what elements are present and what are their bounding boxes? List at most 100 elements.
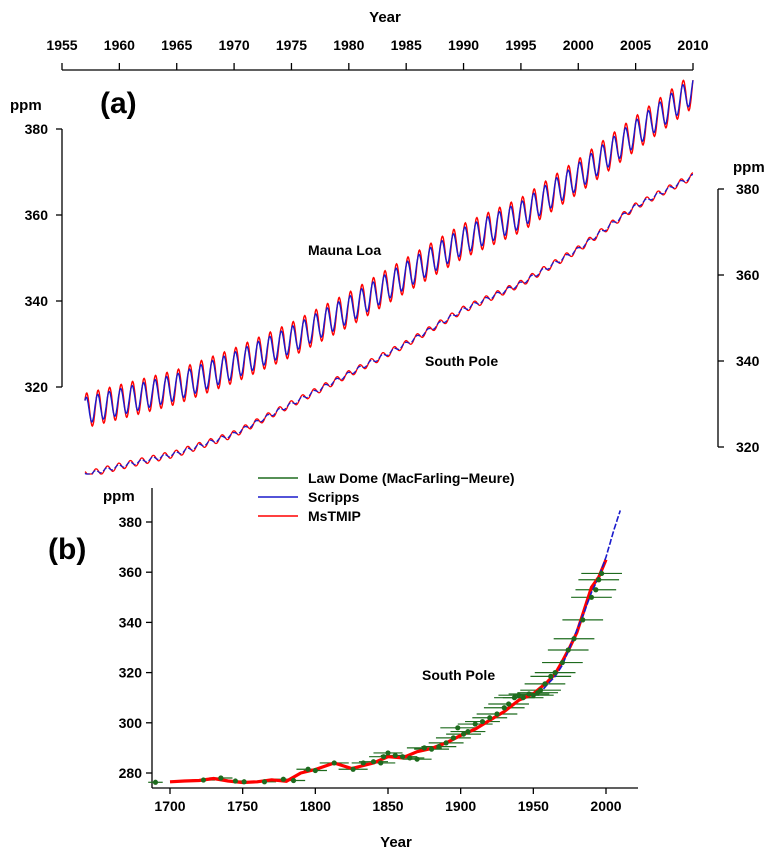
mstmip-line — [169, 558, 608, 785]
x-tick-label-1995: 1995 — [505, 37, 536, 53]
legend-label-scripps: Scripps — [308, 489, 360, 505]
law-dome-point-0 — [152, 779, 159, 785]
law-dome-point-46 — [565, 647, 571, 653]
law-dome-point-52 — [599, 570, 605, 577]
b-y-tick-label-320: 320 — [119, 665, 143, 681]
annotation-south-pole-b: South Pole — [422, 667, 495, 683]
law-dome-point-8 — [305, 766, 311, 772]
law-dome-point-15 — [381, 754, 387, 760]
x-tick-label-1990: 1990 — [448, 37, 479, 53]
right-y-tick-label-360: 360 — [736, 267, 760, 283]
b-x-tick-label-1750: 1750 — [227, 798, 258, 814]
panel-b-series — [148, 510, 622, 785]
law-dome-point-13 — [370, 759, 377, 765]
law-dome-point-2 — [218, 775, 224, 781]
mauna-loa-mstmip-line — [84, 79, 694, 428]
law-dome-point-5 — [261, 779, 268, 785]
b-x-tick-label-1950: 1950 — [518, 798, 549, 814]
panel-a-x-axis-title: Year — [369, 9, 401, 26]
b-y-tick-label-300: 300 — [119, 715, 143, 731]
law-dome-point-36 — [516, 692, 522, 698]
panel-b-x-axis-title: Year — [380, 834, 412, 851]
law-dome-point-39 — [530, 692, 536, 698]
law-dome-point-19 — [407, 755, 413, 761]
panel-a-axes: 1955 1960 1965 1970 1975 1980 1985 1990 1995 2000… — [25, 37, 760, 455]
panel-a-left-y-axis-unit: ppm — [10, 97, 42, 114]
law-dome-point-29 — [472, 721, 478, 727]
law-dome-point-25 — [450, 735, 456, 741]
law-dome-point-24 — [443, 740, 449, 746]
b-x-tick-label-2000: 2000 — [590, 798, 621, 814]
legend-label-mstmip: MsTMIP — [308, 508, 361, 524]
law-dome-point-47 — [571, 636, 577, 642]
law-dome-point-48 — [580, 617, 586, 623]
law-dome-point-26 — [455, 725, 461, 731]
panel-b-y-axis-unit: ppm — [103, 488, 135, 505]
law-dome-point-21 — [421, 745, 427, 751]
x-tick-label-1985: 1985 — [391, 37, 422, 53]
law-dome-point-42 — [542, 681, 548, 687]
x-tick-label-1970: 1970 — [219, 37, 250, 53]
law-dome-point-32 — [494, 711, 500, 717]
legend-label-law-dome: Law Dome (MacFarling−Meure) — [308, 470, 515, 486]
law-dome-point-10 — [331, 760, 337, 766]
law-dome-point-31 — [487, 715, 493, 721]
left-y-tick-label-340: 340 — [25, 293, 49, 309]
law-dome-point-11 — [350, 766, 356, 772]
panel-b-label: (b) — [48, 533, 86, 566]
annotation-south-pole-a: South Pole — [425, 353, 498, 369]
law-dome-point-23 — [436, 744, 442, 750]
panel-a: Year (a) ppm ppm Mauna Loa South Pole 19… — [10, 9, 765, 475]
law-dome-point-4 — [241, 779, 247, 785]
b-y-tick-label-360: 360 — [119, 564, 143, 580]
law-dome-point-41 — [538, 687, 544, 693]
x-tick-label-1975: 1975 — [276, 37, 307, 53]
law-dome-point-22 — [429, 746, 435, 752]
panel-b-axes: 280 300 320 340 360 380 1700 1750 1800 1850 1900 19… — [119, 488, 638, 814]
annotation-mauna-loa: Mauna Loa — [308, 242, 381, 258]
left-y-tick-label-320: 320 — [25, 379, 49, 395]
x-tick-label-2000: 2000 — [563, 37, 594, 53]
law-dome-point-30 — [479, 718, 486, 725]
legend: Law Dome (MacFarling−Meure) Scripps MsTM… — [258, 470, 515, 524]
law-dome-point-6 — [280, 776, 286, 782]
b-x-tick-label-1700: 1700 — [154, 798, 185, 814]
law-dome-point-16 — [385, 750, 391, 756]
law-dome-point-44 — [552, 670, 558, 676]
law-dome-point-17 — [392, 752, 398, 759]
law-dome-point-28 — [465, 728, 471, 735]
panel-a-series — [84, 79, 694, 475]
law-dome-point-3 — [232, 778, 238, 784]
law-dome-point-49 — [588, 594, 595, 600]
panel-b: (b) ppm Year South Pole Law Dome (MacFar… — [48, 470, 638, 851]
law-dome-point-51 — [596, 577, 602, 583]
law-dome-point-12 — [360, 760, 366, 766]
mauna-loa-scripps-line — [84, 80, 694, 423]
law-dome-point-37 — [520, 695, 526, 701]
law-dome-point-27 — [460, 731, 467, 737]
panel-a-label: (a) — [100, 87, 137, 120]
law-dome-point-38 — [526, 691, 532, 697]
b-x-tick-label-1800: 1800 — [300, 798, 331, 814]
left-y-tick-label-360: 360 — [25, 207, 49, 223]
law-dome-point-43 — [548, 673, 554, 679]
law-dome-point-33 — [501, 705, 507, 711]
right-y-tick-label-340: 340 — [736, 353, 760, 369]
law-dome-point-14 — [378, 760, 384, 766]
law-dome-point-1 — [200, 777, 207, 783]
b-y-tick-label-340: 340 — [119, 614, 143, 630]
right-y-tick-label-320: 320 — [736, 439, 760, 455]
x-tick-label-2010: 2010 — [677, 37, 708, 53]
south-pole-mstmip-line — [84, 172, 694, 475]
law-dome-point-18 — [399, 754, 406, 760]
law-dome-point-45 — [559, 659, 566, 666]
right-y-tick-label-380: 380 — [736, 181, 760, 197]
law-dome-point-9 — [312, 767, 318, 774]
law-dome-point-7 — [290, 777, 297, 784]
law-dome-point-34 — [506, 701, 512, 707]
left-y-tick-label-380: 380 — [25, 121, 49, 137]
law-dome-point-20 — [414, 756, 420, 762]
panel-a-right-y-axis-unit: ppm — [733, 159, 765, 176]
x-tick-label-1965: 1965 — [161, 37, 192, 53]
